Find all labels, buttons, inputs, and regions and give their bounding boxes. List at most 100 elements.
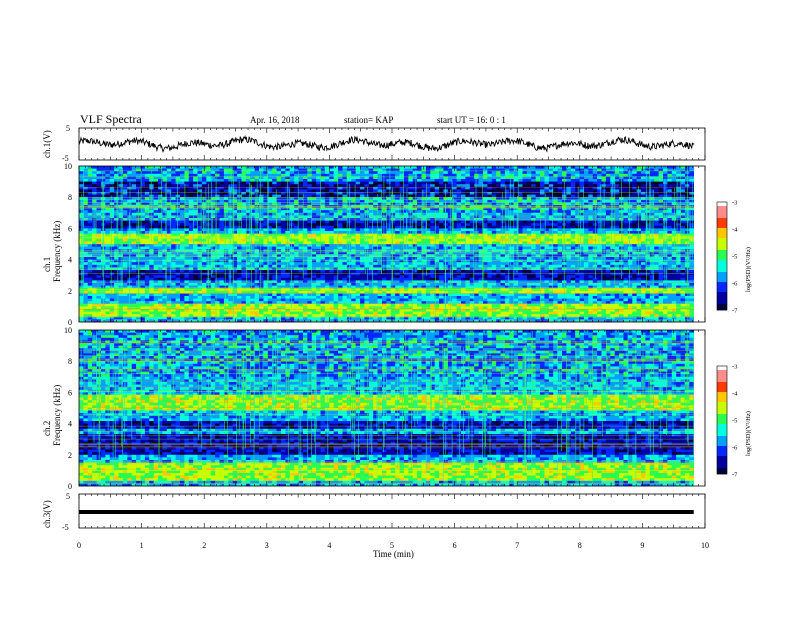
ch1-spectrogram-cell <box>333 176 339 180</box>
ch1-spectrogram-cell <box>302 166 308 169</box>
ch1-spectrogram-cell <box>689 179 695 182</box>
ch1-spectrogram-cell <box>478 218 484 221</box>
ch1-spectrogram-cell <box>215 220 220 224</box>
ch1-spectrogram-cell <box>496 186 501 190</box>
ch1-spectrogram-cell <box>649 189 655 193</box>
ch1-spectrogram-cell <box>215 241 220 245</box>
ch1-spectrogram-cell <box>122 199 128 203</box>
ch1-spectrogram-cell <box>360 212 365 216</box>
ch1-spectrogram-cell <box>302 181 308 185</box>
ch1-spectrogram-cell <box>395 244 400 247</box>
ch1-spectrogram-cell <box>136 168 141 172</box>
ch1-spectrogram-cell <box>632 254 637 258</box>
ch1-spectrogram-cell <box>377 199 383 203</box>
ch1-spectrogram-cell <box>645 179 651 182</box>
ch1-spectrogram-cell <box>131 184 137 188</box>
ch1-spectrogram-cell <box>92 223 97 227</box>
ch1-spectrogram-cell <box>197 197 203 201</box>
ch1-spectrogram-cell <box>540 199 545 203</box>
ch1-spectrogram-cell <box>79 244 84 247</box>
ch1-spectrogram-cell <box>114 218 119 221</box>
ch1-spectrogram-cell <box>263 186 269 190</box>
ch1-spectrogram-cell <box>491 199 497 203</box>
ch1-spectrogram-cell <box>412 181 418 185</box>
ch1-spectrogram-cell <box>188 197 194 201</box>
ch1-spectrogram-cell <box>386 189 392 193</box>
ch1-spectrogram-cell <box>557 244 563 247</box>
ch1-spectrogram-cell <box>381 173 387 177</box>
ch1-spectrogram-cell <box>100 168 106 172</box>
ch1-spectrogram-cell <box>408 171 414 175</box>
ch1-spectrogram-cell <box>412 166 418 169</box>
ch1-spectrogram-cell <box>597 225 602 229</box>
ch1-spectrogram-cell <box>144 251 150 255</box>
ch1-spectrogram-cell <box>79 179 84 182</box>
ch1-spectrogram-cell <box>109 223 115 227</box>
ch1-spectrogram-cell <box>259 215 264 219</box>
ch1-spectrogram-cell <box>504 176 510 180</box>
ch1-spectrogram-cell <box>223 241 229 245</box>
ch1-spectrogram-cell <box>447 179 453 182</box>
ch1-spectrogram-cell <box>92 194 97 198</box>
ch1-spectrogram-cell <box>509 173 514 177</box>
ch1-spectrogram-cell <box>338 210 343 214</box>
ch1-spectrogram-cell <box>109 220 115 224</box>
ch1-spectrogram-cell <box>250 212 255 216</box>
ch1-spectrogram-cell <box>676 189 681 193</box>
ch1-spectrogram-cell <box>553 184 558 188</box>
ch1-spectrogram-cell <box>324 166 330 169</box>
ch1-spectrogram-cell <box>654 231 659 234</box>
ch1-spectrogram-cell <box>377 223 383 227</box>
ch1-spectrogram-cell <box>329 246 334 250</box>
ch1-spectrogram-cell <box>482 176 488 180</box>
ch1-spectrogram-cell <box>250 202 255 206</box>
ch1-spectrogram-cell <box>166 246 172 250</box>
ch1-spectrogram-cell <box>338 257 343 260</box>
ch1-spectrogram-cell <box>241 181 247 185</box>
ch1-spectrogram-cell <box>373 218 378 221</box>
ch1-spectrogram-cell <box>504 228 510 232</box>
ch1-spectrogram-cell <box>298 244 304 247</box>
ch1-spectrogram-cell <box>294 231 299 234</box>
ch1-spectrogram-cell <box>193 171 198 175</box>
ch1-spectrogram-cell <box>83 171 89 175</box>
ch1-spectrogram-cell <box>360 238 365 242</box>
ch1-spectrogram-cell <box>627 171 633 175</box>
ch1-spectrogram-cell <box>219 181 225 185</box>
ch1-spectrogram-cell <box>544 210 550 214</box>
ch1-spectrogram-cell <box>518 238 523 242</box>
ch1-spectrogram-cell <box>491 212 497 216</box>
ch1-spectrogram-cell <box>482 202 488 206</box>
ch1-spectrogram-cell <box>381 238 387 242</box>
ch1-spectrogram-cell <box>245 179 251 182</box>
ch1-spectrogram-cell <box>641 244 646 247</box>
ch1-spectrogram-cell <box>324 179 330 182</box>
ch1-spectrogram-cell <box>245 186 251 190</box>
ch1-spectrogram-cell <box>280 171 286 175</box>
ch1-spectrogram-cell <box>179 228 185 232</box>
ch1-spectrogram-cell <box>425 215 431 219</box>
ch1-spectrogram-cell <box>320 176 326 180</box>
ch1-spectrogram-cell <box>280 251 286 255</box>
ch1-spectrogram-cell <box>399 189 405 193</box>
ch1-spectrogram-cell <box>658 231 664 234</box>
ch1-spectrogram-cell <box>535 173 541 177</box>
ch1-spectrogram-cell <box>575 220 580 224</box>
ch1-spectrogram-cell <box>79 212 84 216</box>
ch1-spectrogram-cell <box>645 189 651 193</box>
ch1-spectrogram-cell <box>140 194 146 198</box>
ch1-spectrogram-cell <box>373 166 378 169</box>
ch1-spectrogram-cell <box>408 179 414 182</box>
ch1-spectrogram-cell <box>575 202 580 206</box>
ch1-spectrogram-cell <box>184 212 190 216</box>
ch1-spectrogram-cell <box>206 166 212 169</box>
ch1-spectrogram-cell <box>496 212 501 216</box>
ch1-spectrogram-cell <box>439 254 444 258</box>
ch1-spectrogram-cell <box>377 220 383 224</box>
ch1-spectrogram-cell <box>447 173 453 177</box>
ch1-spectrogram-cell <box>439 244 444 247</box>
ch1-spectrogram-cell <box>149 212 154 216</box>
ch1-spectrogram-cell <box>355 189 361 193</box>
ch1-spectrogram-cell <box>162 166 168 169</box>
ch1-spectrogram-cell <box>540 210 545 214</box>
